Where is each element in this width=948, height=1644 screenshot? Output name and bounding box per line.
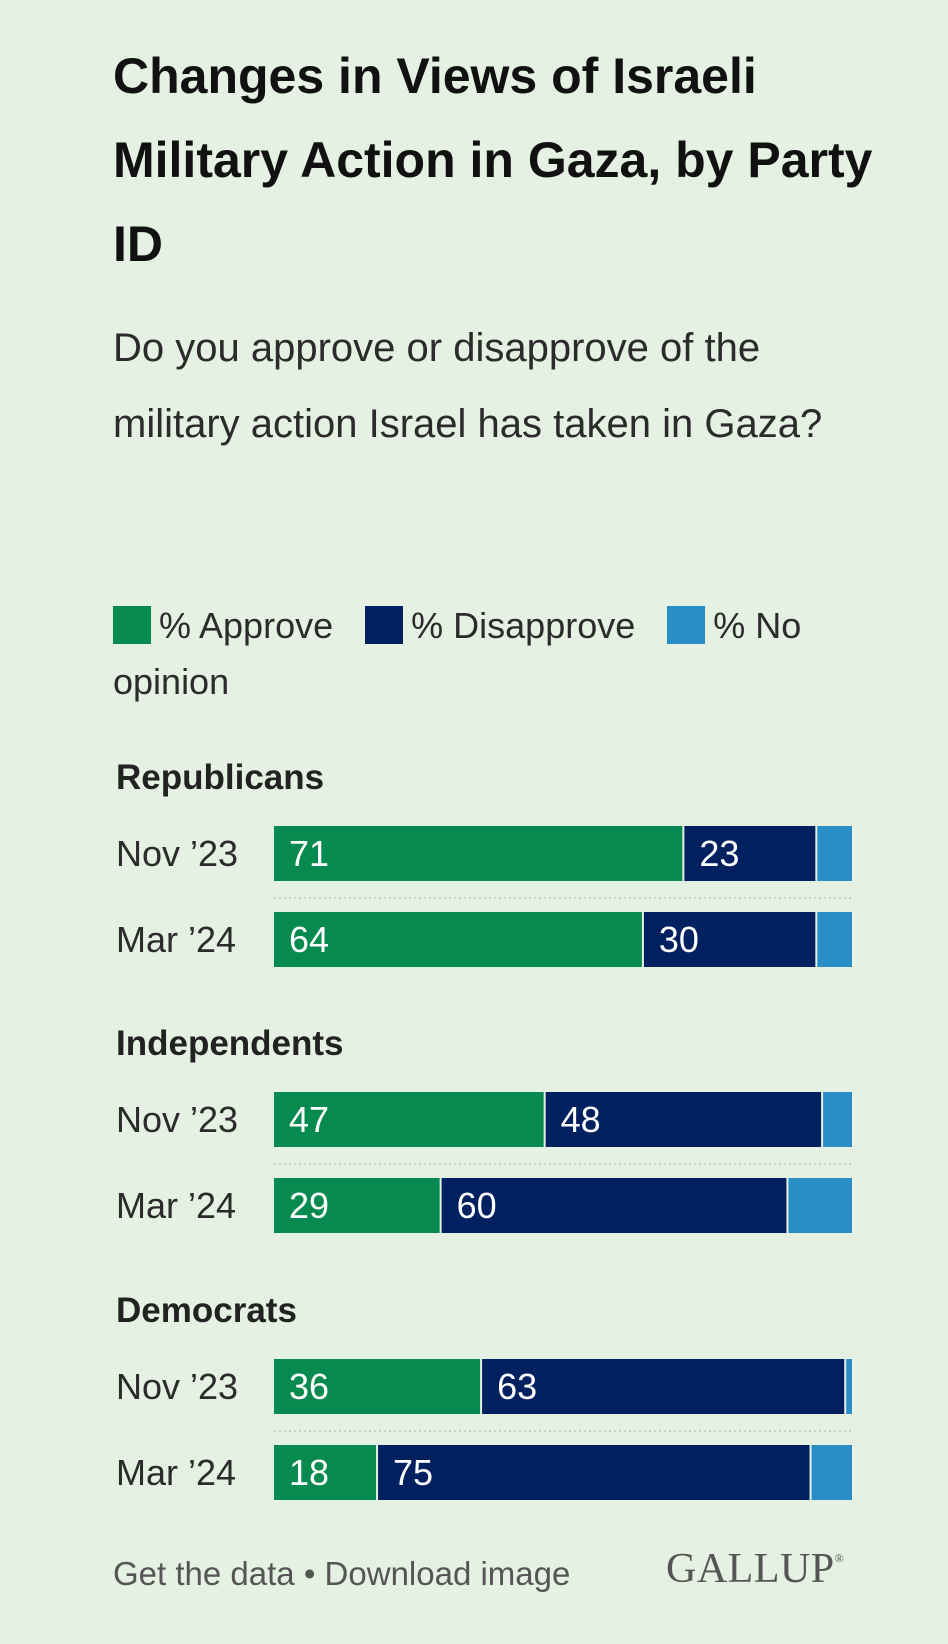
group-label-democrats: Democrats [116, 1291, 297, 1330]
gallup-registered-mark: ® [834, 1551, 845, 1565]
value-label-independents-1-approve: 29 [289, 1185, 329, 1226]
legend: % Approve % Disapprove % No opinion [113, 598, 873, 710]
row-label-republicans-1: Mar ’24 [116, 919, 236, 960]
bar-independents-1-approve [274, 1178, 440, 1233]
legend-label-disapprove: % Disapprove [411, 605, 636, 646]
bar-republicans-1-disapprove [643, 912, 816, 967]
bar-democrats-0-disapprove [482, 1359, 845, 1414]
bar-democrats-0-approve [274, 1359, 481, 1414]
value-label-democrats-0-disapprove: 63 [497, 1366, 537, 1407]
legend-swatch-no-opinion [667, 606, 706, 644]
get-the-data-link[interactable]: Get the data [113, 1555, 295, 1592]
bar-democrats-1-no-opinion [811, 1445, 852, 1500]
bar-independents-0-approve [274, 1092, 544, 1147]
bar-democrats-0-no-opinion [846, 1359, 852, 1414]
stacked-bar-chart: Republicans Nov ’23 71 23 Mar ’24 64 30 Indepen… [116, 758, 852, 1500]
row-label-independents-1: Mar ’24 [116, 1185, 236, 1226]
chart-subtitle: Do you approve or disapprove of the mili… [113, 326, 823, 446]
bar-democrats-1-disapprove [378, 1445, 810, 1500]
value-label-democrats-0-approve: 36 [289, 1366, 329, 1407]
value-label-republicans-0-approve: 71 [289, 833, 329, 874]
download-image-link[interactable]: Download image [324, 1555, 571, 1592]
bar-independents-1-disapprove [441, 1178, 787, 1233]
legend-item-no-opinion: % No opinion [113, 605, 801, 702]
bar-republicans-0-no-opinion [817, 826, 852, 881]
legend-item-approve: % Approve [113, 605, 333, 646]
value-label-independents-1-disapprove: 60 [457, 1185, 497, 1226]
legend-swatch-disapprove [365, 606, 404, 644]
bar-independents-0-no-opinion [823, 1092, 852, 1147]
bar-republicans-1-no-opinion [817, 912, 852, 967]
row-label-independents-0: Nov ’23 [116, 1099, 238, 1140]
bar-republicans-0-approve [274, 826, 683, 881]
legend-item-disapprove: % Disapprove [365, 605, 635, 646]
bar-democrats-1-approve [274, 1445, 377, 1500]
row-label-democrats-0: Nov ’23 [116, 1366, 238, 1407]
value-label-democrats-1-disapprove: 75 [393, 1452, 433, 1493]
gallup-logo: GALLUP® [666, 1545, 844, 1593]
bar-republicans-1-approve [274, 912, 642, 967]
value-label-independents-0-approve: 47 [289, 1099, 329, 1140]
bar-independents-0-disapprove [545, 1092, 822, 1147]
chart-title: Changes in Views of Israeli Military Act… [113, 48, 873, 272]
legend-swatch-approve [113, 606, 151, 644]
row-label-republicans-0: Nov ’23 [116, 833, 238, 874]
bar-independents-1-no-opinion [788, 1178, 852, 1233]
gallup-logo-text: GALLUP [666, 1546, 835, 1592]
group-label-republicans: Republicans [116, 758, 324, 797]
row-label-democrats-1: Mar ’24 [116, 1452, 236, 1493]
value-label-republicans-1-disapprove: 30 [659, 919, 699, 960]
bar-republicans-0-disapprove [684, 826, 816, 881]
group-label-independents: Independents [116, 1024, 344, 1063]
footer: Get the data • Download image [113, 1555, 570, 1593]
value-label-republicans-0-disapprove: 23 [699, 833, 739, 874]
value-label-democrats-1-approve: 18 [289, 1452, 329, 1493]
value-label-independents-0-disapprove: 48 [561, 1099, 601, 1140]
legend-label-no-opinion: % No opinion [113, 605, 802, 702]
footer-separator: • [303, 1555, 316, 1592]
value-label-republicans-1-approve: 64 [289, 919, 329, 960]
legend-label-approve: % Approve [159, 605, 334, 646]
